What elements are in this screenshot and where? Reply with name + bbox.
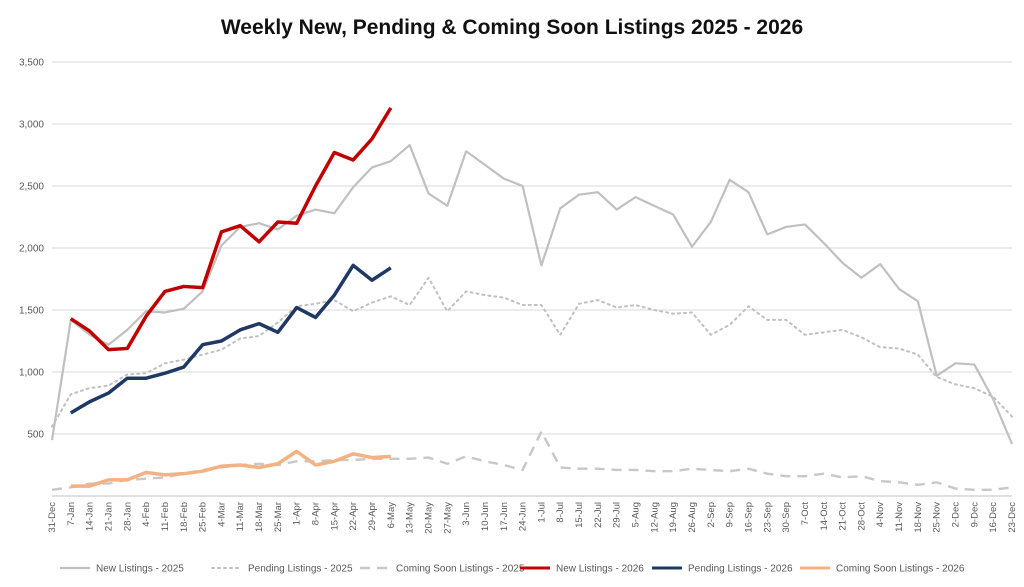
x-tick-label: 7-Oct <box>800 502 811 526</box>
x-tick-label: 20-May <box>423 502 434 534</box>
x-tick-label: 17-Jun <box>499 502 510 531</box>
x-tick-label: 21-Jan <box>103 502 114 531</box>
x-tick-label: 4-Mar <box>216 502 227 527</box>
x-tick-label: 29-Jul <box>612 502 623 528</box>
legend-label: Coming Soon Listings - 2025 <box>396 564 525 575</box>
x-tick-label: 6-May <box>386 502 397 529</box>
legend-label: Pending Listings - 2025 <box>248 564 353 575</box>
x-tick-label: 12-Aug <box>649 502 660 533</box>
x-tick-label: 26-Aug <box>687 502 698 533</box>
x-tick-label: 2-Dec <box>951 502 962 528</box>
series-line-3 <box>51 430 1013 491</box>
x-tick-label: 18-Nov <box>913 502 924 533</box>
x-tick-label: 31-Dec <box>47 502 58 533</box>
y-tick-label: 500 <box>27 430 44 441</box>
x-tick-label: 22-Jul <box>593 502 604 528</box>
x-tick-label: 10-Jun <box>480 502 491 531</box>
x-tick-label: 27-May <box>442 502 453 534</box>
x-tick-label: 30-Sep <box>781 502 792 533</box>
legend-item: Coming Soon Listings - 2025 <box>360 564 525 575</box>
x-tick-label: 11-Feb <box>160 502 171 531</box>
x-tick-label: 3-Jun <box>461 502 472 526</box>
x-tick-label: 7-Jan <box>66 502 77 526</box>
y-tick-label: 3,000 <box>19 120 44 131</box>
x-tick-label: 4-Feb <box>141 502 152 527</box>
x-tick-label: 18-Mar <box>254 502 265 532</box>
x-tick-label: 4-Nov <box>875 502 886 528</box>
legend-label: New Listings - 2025 <box>96 564 184 575</box>
x-tick-label: 23-Dec <box>1007 502 1018 533</box>
x-tick-label: 9-Sep <box>725 502 736 527</box>
x-tick-label: 8-Jul <box>555 502 566 523</box>
legend-label: Pending Listings - 2026 <box>688 564 793 575</box>
x-tick-label: 16-Sep <box>743 502 754 533</box>
x-tick-label: 25-Feb <box>198 502 209 532</box>
x-tick-label: 24-Jun <box>518 502 529 531</box>
y-tick-label: 2,500 <box>19 182 44 193</box>
legend-item: New Listings - 2026 <box>520 564 644 575</box>
legend-item: Pending Listings - 2025 <box>211 564 353 575</box>
series-line-5 <box>69 263 392 415</box>
y-tick-label: 1,000 <box>19 368 44 379</box>
series-line-1 <box>50 143 1014 445</box>
y-tick-label: 2,000 <box>19 244 44 255</box>
x-tick-label: 29-Apr <box>367 502 378 531</box>
x-axis-tick-labels: 31-Dec 7-Jan 14-Jan 21-Jan 28-Jan 4-Feb 11-Feb… <box>47 502 1018 534</box>
series-line-2 <box>51 276 1013 428</box>
legend-item: Pending Listings - 2026 <box>652 564 793 575</box>
x-tick-label: 5-Aug <box>631 502 642 527</box>
x-tick-label: 21-Oct <box>838 502 849 531</box>
x-tick-label: 14-Jan <box>85 502 96 531</box>
legend: New Listings - 2025 Pending Listings - 20… <box>60 564 965 575</box>
x-tick-label: 1-Jul <box>536 502 547 523</box>
x-tick-label: 22-Apr <box>348 502 359 531</box>
x-tick-label: 25-Mar <box>273 502 284 532</box>
y-tick-label: 3,500 <box>19 58 44 69</box>
legend-label: New Listings - 2026 <box>556 564 644 575</box>
legend-item: Coming Soon Listings - 2026 <box>800 564 965 575</box>
x-tick-label: 11-Mar <box>235 502 246 531</box>
legend-label: Coming Soon Listings - 2026 <box>836 564 965 575</box>
y-axis-tick-labels: 500 1,000 1,500 2,000 2,500 3,000 3,500 <box>19 58 44 441</box>
series-lines <box>50 106 1014 491</box>
x-tick-label: 28-Oct <box>856 502 867 531</box>
x-tick-label: 16-Dec <box>988 502 999 533</box>
chart-title: Weekly New, Pending & Coming Soon Listin… <box>221 16 803 39</box>
x-tick-label: 15-Jul <box>574 502 585 528</box>
x-tick-label: 15-Apr <box>329 502 340 531</box>
grid-lines <box>52 61 1012 435</box>
x-tick-label: 25-Nov <box>932 502 943 533</box>
x-tick-label: 8-Apr <box>311 502 322 525</box>
x-tick-label: 9-Dec <box>969 502 980 528</box>
x-tick-label: 28-Jan <box>122 502 133 531</box>
x-tick-label: 13-May <box>405 502 416 534</box>
x-tick-label: 14-Oct <box>819 502 830 531</box>
y-tick-label: 1,500 <box>19 306 44 317</box>
x-tick-label: 23-Sep <box>762 502 773 533</box>
x-tick-label: 2-Sep <box>706 502 717 527</box>
x-tick-label: 11-Nov <box>894 502 905 532</box>
series-line-6 <box>70 449 391 488</box>
legend-item: New Listings - 2025 <box>60 564 184 575</box>
x-tick-label: 19-Aug <box>668 502 679 533</box>
x-tick-label: 1-Apr <box>292 502 303 525</box>
x-tick-label: 18-Feb <box>179 502 190 532</box>
series-line-4 <box>69 106 393 352</box>
